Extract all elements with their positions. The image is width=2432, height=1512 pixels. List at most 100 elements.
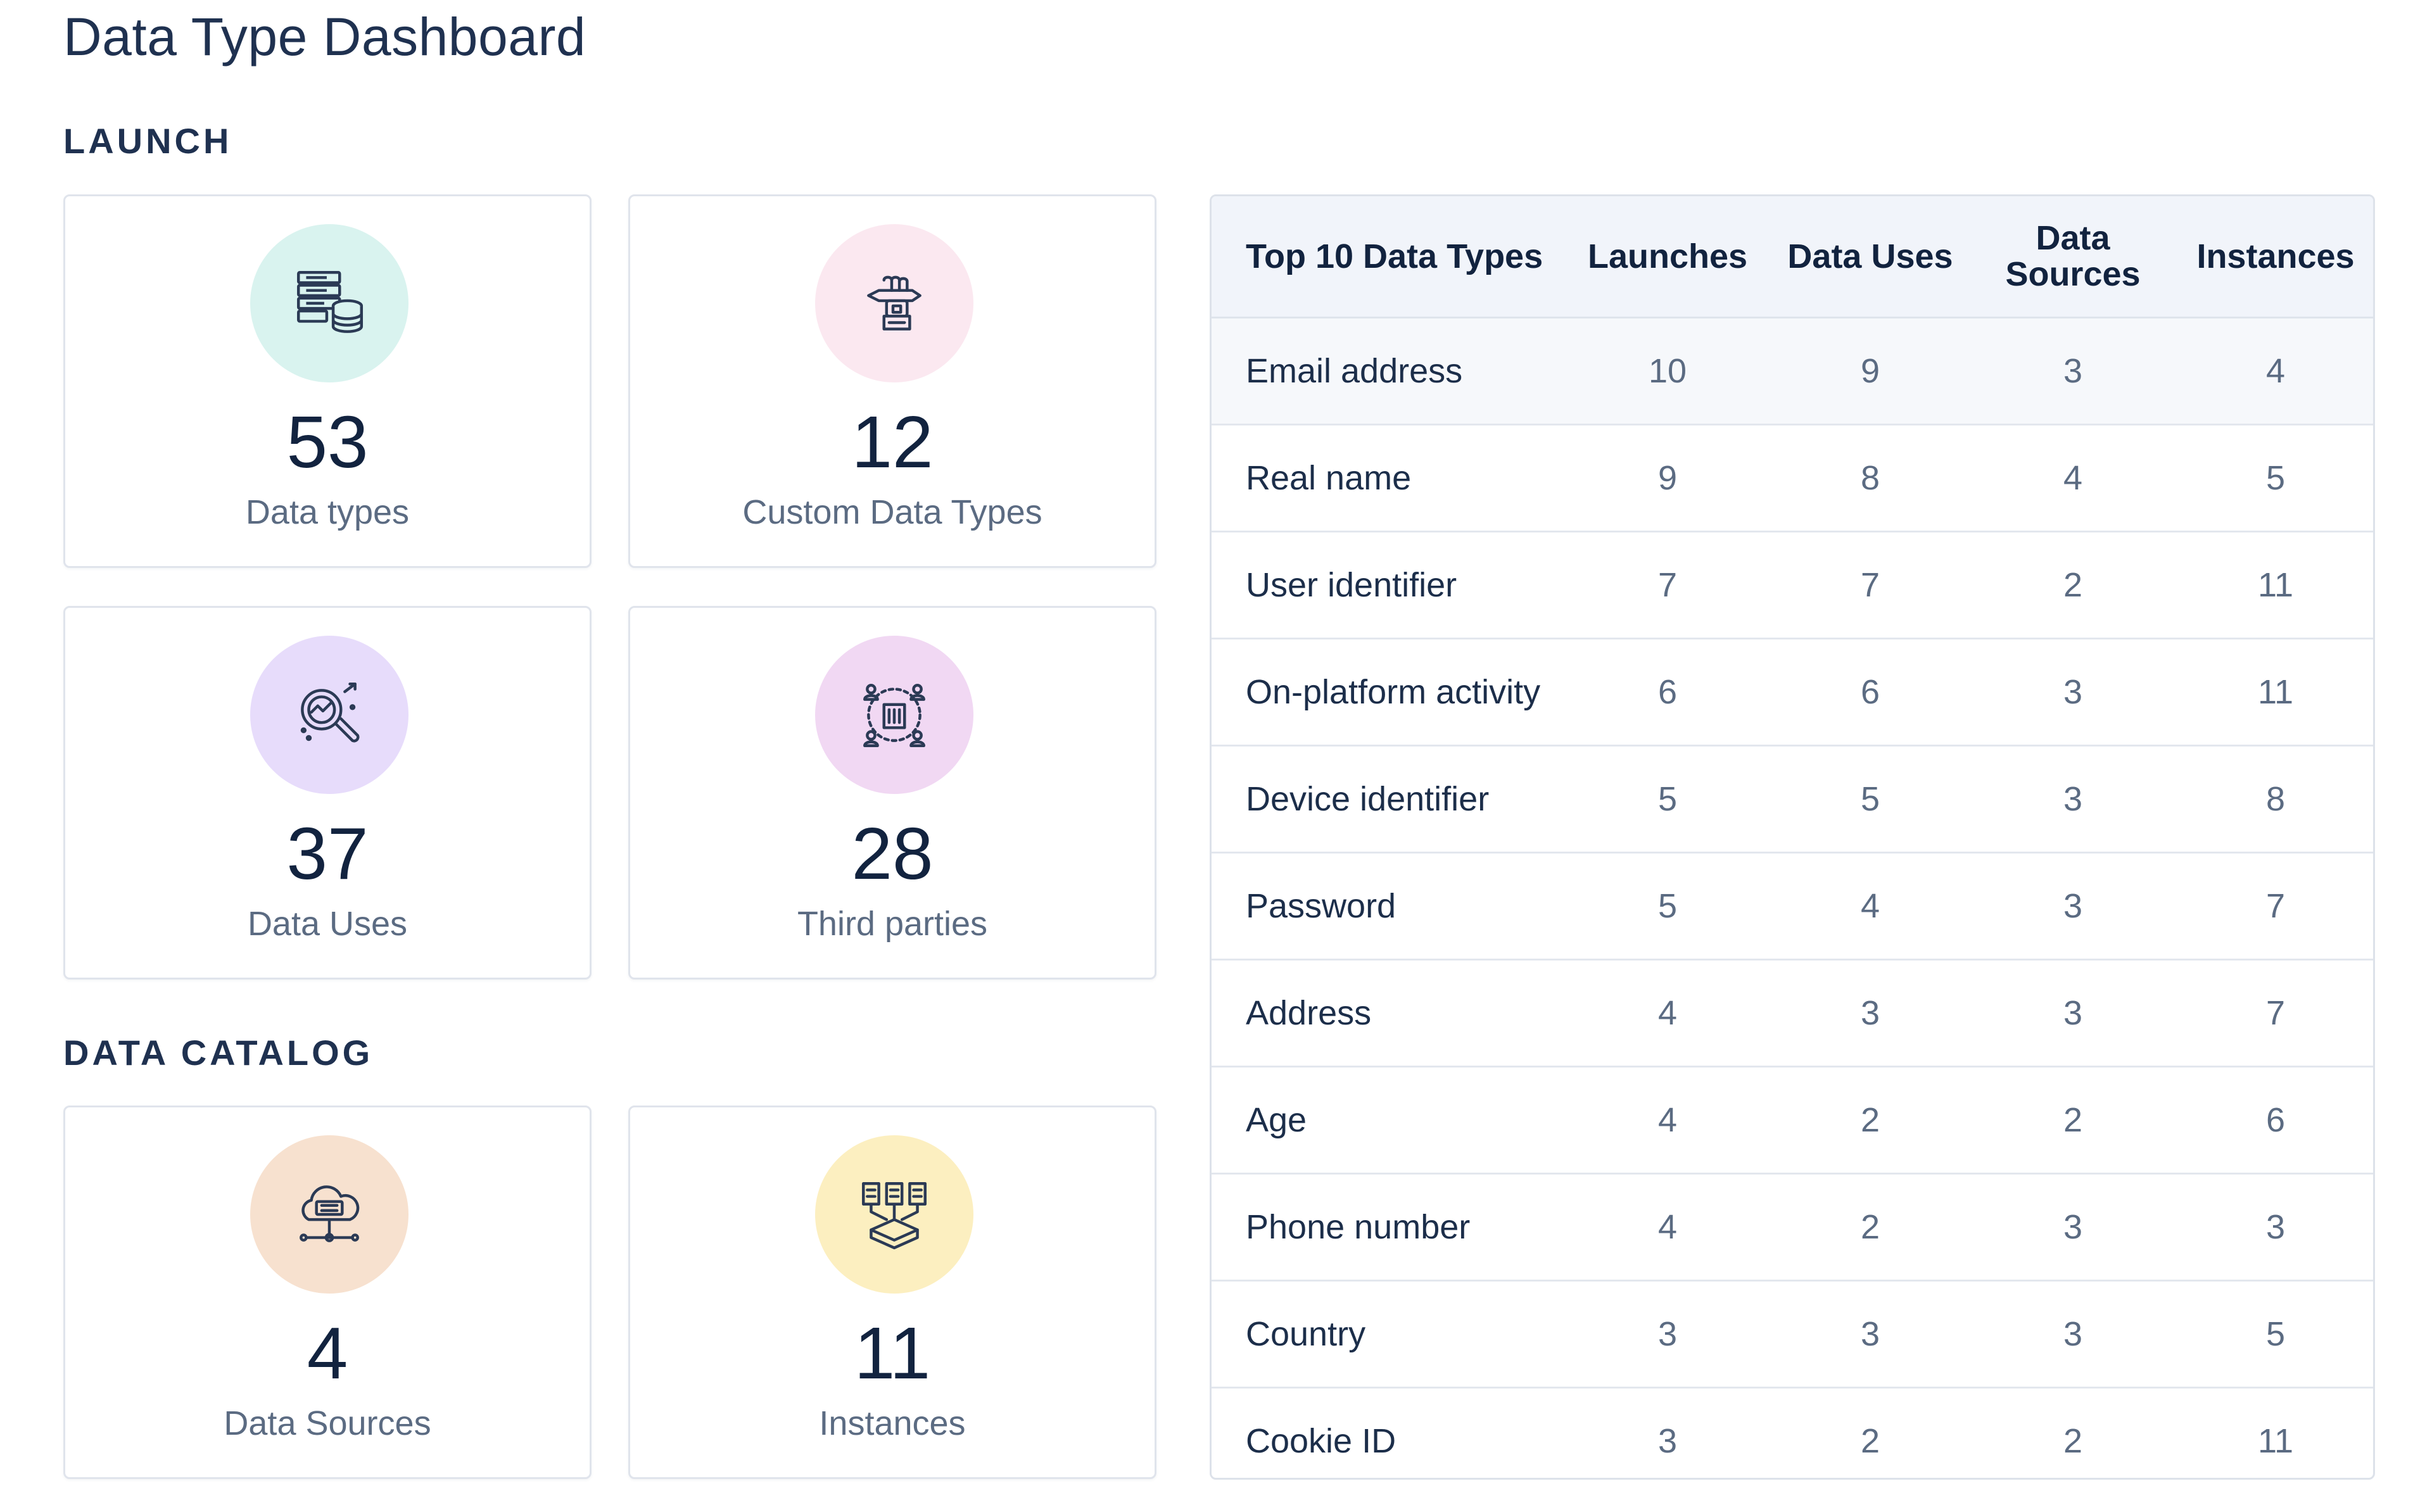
- table-cell: 10: [1566, 317, 1769, 425]
- table-row[interactable]: Real name 9 8 4 5: [1212, 424, 2373, 532]
- section-title-launch: LAUNCH: [63, 121, 232, 161]
- table-cell: 3: [1566, 1280, 1769, 1389]
- table-cell: 3: [1972, 959, 2174, 1068]
- table-row[interactable]: Address 4 3 3 7: [1212, 959, 2373, 1068]
- table-cell: 2: [2063, 1422, 2083, 1460]
- data-type-name: Email address: [1212, 317, 1566, 425]
- hand-tool-icon: [815, 224, 973, 382]
- stat-value: 4: [307, 1312, 348, 1394]
- data-type-name: Password: [1212, 852, 1566, 961]
- data-type-name: On-platform activity: [1212, 638, 1566, 747]
- table-row[interactable]: Country 3 3 3 5: [1212, 1280, 2373, 1389]
- table-row[interactable]: On-platform activity 6 6 3 11: [1212, 638, 2373, 747]
- table-cell: 6: [1769, 638, 1972, 747]
- stat-card-data-uses[interactable]: 37 Data Uses: [63, 606, 592, 980]
- stat-value: 37: [286, 812, 369, 895]
- table-cell: 3: [1972, 317, 2174, 425]
- table-cell: 3: [1657, 1422, 1678, 1460]
- stat-value: 12: [851, 401, 934, 483]
- table-cell: 11: [2174, 531, 2373, 639]
- stat-value: 53: [286, 401, 369, 483]
- network-building-icon: [815, 636, 973, 794]
- stat-value: 28: [851, 812, 934, 895]
- table-cell: 3: [1769, 1280, 1972, 1389]
- table-cell: 3: [1972, 1173, 2174, 1282]
- stat-label: Data Uses: [247, 905, 408, 943]
- data-type-name: Real name: [1212, 424, 1566, 532]
- table-cell: 11: [2174, 638, 2373, 747]
- column-header-data-type[interactable]: Top 10 Data Types: [1212, 196, 1566, 318]
- table-cell: 3: [1769, 959, 1972, 1068]
- table-cell: 8: [2174, 745, 2373, 854]
- column-header-data-sources[interactable]: Data Sources: [1972, 196, 2174, 318]
- table-cell: 3: [1972, 745, 2174, 854]
- table-cell: 9: [1566, 424, 1769, 532]
- table-cell: 9: [1769, 317, 1972, 425]
- data-type-name: Country: [1212, 1280, 1566, 1389]
- table-cell: 2: [1769, 1066, 1972, 1175]
- table-row[interactable]: Email address 10 9 3 4: [1212, 317, 2373, 425]
- table-cell: 3: [1972, 638, 2174, 747]
- table-row[interactable]: Age 4 2 2 6: [1212, 1066, 2373, 1175]
- table-cell: 2: [1972, 1066, 2174, 1175]
- table-row[interactable]: Password 5 4 3 7: [1212, 852, 2373, 961]
- stat-label: Data Sources: [224, 1404, 431, 1442]
- table-cell: 5: [1566, 852, 1769, 961]
- table-cell: 4: [1566, 1066, 1769, 1175]
- documents-box-icon: [815, 1135, 973, 1294]
- table-cell: 5: [2174, 424, 2373, 532]
- table-cell: 11: [2257, 1422, 2294, 1460]
- table-cell: 8: [1769, 424, 1972, 532]
- table-cell: 5: [1769, 745, 1972, 854]
- table-cell: 2: [1769, 1173, 1972, 1282]
- page-title: Data Type Dashboard: [63, 7, 586, 66]
- data-type-name: Age: [1212, 1066, 1566, 1175]
- stat-label: Custom Data Types: [742, 493, 1042, 531]
- database-servers-icon: [250, 224, 408, 382]
- stat-card-custom-data-types[interactable]: 12 Custom Data Types: [628, 194, 1156, 568]
- top-data-types-table: Top 10 Data Types Launches Data Uses Dat…: [1210, 194, 2375, 1480]
- table-cell: 4: [2174, 317, 2373, 425]
- stat-card-instances[interactable]: 11 Instances: [628, 1106, 1156, 1479]
- table-row[interactable]: User identifier 7 7 2 11: [1212, 531, 2373, 639]
- table-cell: 3: [1972, 852, 2174, 961]
- table-row[interactable]: Cookie ID 3 2 2 11: [1212, 1388, 2373, 1478]
- table-row[interactable]: Device identifier 5 5 3 8: [1212, 745, 2373, 854]
- magnifier-analytics-icon: [250, 636, 408, 794]
- data-type-name: User identifier: [1212, 531, 1566, 639]
- table-cell: 2: [1972, 531, 2174, 639]
- column-header-instances[interactable]: Instances: [2174, 196, 2373, 318]
- table-row[interactable]: Phone number 4 2 3 3: [1212, 1173, 2373, 1282]
- stat-card-third-parties[interactable]: 28 Third parties: [628, 606, 1156, 980]
- stat-card-data-sources[interactable]: 4 Data Sources: [63, 1106, 592, 1479]
- header-text: Data Sources: [2005, 219, 2141, 293]
- table-cell: 5: [2174, 1280, 2373, 1389]
- column-header-launches[interactable]: Launches: [1566, 196, 1769, 318]
- cloud-network-icon: [250, 1135, 408, 1294]
- table-cell: 5: [1566, 745, 1769, 854]
- stat-label: Third parties: [797, 905, 988, 943]
- table-header-row: Top 10 Data Types Launches Data Uses Dat…: [1212, 196, 2373, 318]
- data-type-name: Phone number: [1212, 1173, 1566, 1282]
- section-title-data-catalog: DATA CATALOG: [63, 1033, 374, 1073]
- data-type-name: Address: [1212, 959, 1566, 1068]
- column-header-data-uses[interactable]: Data Uses: [1769, 196, 1972, 318]
- table-cell: 6: [2174, 1066, 2373, 1175]
- table-cell: 7: [2174, 959, 2373, 1068]
- table-cell: 7: [2174, 852, 2373, 961]
- table-cell: 2: [1860, 1422, 1880, 1460]
- stat-label: Instances: [819, 1404, 966, 1442]
- table-cell: 7: [1769, 531, 1972, 639]
- data-type-name: Cookie ID: [1246, 1422, 1396, 1460]
- stat-value: 11: [854, 1312, 931, 1394]
- table-cell: 4: [1566, 1173, 1769, 1282]
- table-cell: 3: [1972, 1280, 2174, 1389]
- table-cell: 3: [2174, 1173, 2373, 1282]
- table-cell: 4: [1769, 852, 1972, 961]
- stat-card-data-types[interactable]: 53 Data types: [63, 194, 592, 568]
- stat-label: Data types: [245, 493, 410, 531]
- table-cell: 4: [1972, 424, 2174, 532]
- table-cell: 6: [1566, 638, 1769, 747]
- table-cell: 7: [1566, 531, 1769, 639]
- table-cell: 4: [1566, 959, 1769, 1068]
